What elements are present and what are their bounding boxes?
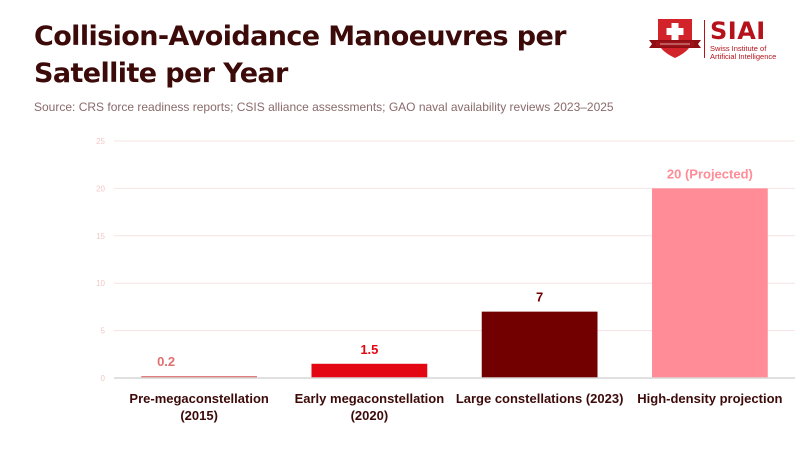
value-label: 0.2: [157, 354, 175, 369]
value-label: 20 (Projected): [667, 166, 753, 181]
logo-subtitle-line2: Artificial Intelligence: [710, 52, 777, 61]
category-label: (2020): [351, 408, 389, 423]
y-tick-label: 25: [96, 137, 105, 146]
logo-subtitle: Swiss Institute of Artificial Intelligen…: [710, 45, 800, 61]
y-tick-label: 15: [96, 232, 105, 241]
value-label: 1.5: [360, 342, 378, 357]
y-tick-label: 5: [101, 327, 106, 336]
value-labels: 0.2 1.5 7 20 (Projected): [157, 166, 753, 369]
logo-subtitle-line1: Swiss Institute of: [710, 44, 767, 53]
y-axis-ticks: 0 5 10 15 20 25: [96, 137, 105, 383]
y-tick-label: 0: [101, 374, 106, 383]
siai-logo: SIAI Swiss Institute of Artificial Intel…: [648, 16, 793, 62]
y-tick-label: 10: [96, 279, 105, 288]
category-label: Large constellations (2023): [456, 391, 624, 406]
category-labels: Pre-megaconstellation (2015) Early megacon…: [129, 391, 782, 423]
chart-title: Collision-Avoidance Manoeuvres per Satel…: [34, 21, 567, 89]
category-label: Pre-megaconstellation: [129, 391, 268, 406]
category-label: Early megaconstellation: [295, 391, 445, 406]
value-label: 7: [536, 290, 543, 305]
bar: [141, 376, 258, 378]
bars: [141, 188, 768, 378]
category-label: High-density projection: [637, 391, 782, 406]
bar: [311, 363, 428, 378]
bar: [651, 188, 768, 378]
logo-wordmark: SIAI: [710, 17, 766, 45]
y-tick-label: 20: [96, 184, 105, 193]
logo-divider: [704, 20, 705, 58]
shield-swiss-cross-icon: [649, 19, 701, 58]
bar: [481, 311, 598, 378]
source-note: Source: CRS force readiness reports; CSI…: [34, 100, 614, 114]
category-label: (2015): [180, 408, 218, 423]
